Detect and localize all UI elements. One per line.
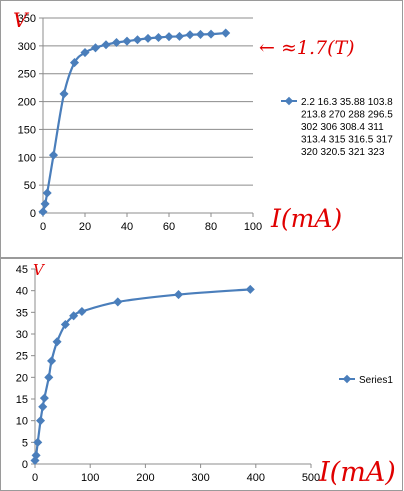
data-point: [80, 48, 90, 58]
y-tick-label: 300: [18, 41, 36, 53]
annotation-y-unit: V: [33, 261, 46, 279]
annotation-right-note: ← ≈1.7(T): [259, 37, 355, 59]
chart-svg-bottom: 0 5 10 15 20 25 30 35 40 45 0 100 200 300 400 500 Series…: [16, 261, 396, 488]
data-point: [101, 40, 111, 50]
data-point: [42, 188, 52, 198]
legend-marker: [342, 374, 352, 384]
x-tick-label: 100: [81, 472, 99, 484]
chart-panel-top: 0 50 100 150 200 250 300 350 0 20 40 60 80 100 2.2 16.…: [0, 0, 403, 258]
y-tick-label: 10: [16, 416, 28, 428]
data-point: [143, 33, 153, 43]
x-tick-label: 100: [244, 221, 262, 233]
y-tick-label: 150: [18, 124, 36, 136]
data-point: [173, 290, 184, 300]
annotation-x-unit: I(mA): [270, 204, 342, 233]
x-tick-label: 60: [163, 221, 175, 233]
data-point: [132, 35, 143, 45]
y-tick-label: 35: [16, 307, 28, 319]
y-tick-label: 0: [30, 208, 36, 220]
data-point: [174, 31, 185, 41]
data-point: [111, 37, 122, 48]
data-point: [40, 199, 50, 209]
data-point: [185, 30, 195, 40]
data-point: [69, 311, 79, 321]
data-point: [195, 29, 206, 39]
legend-label: 320 320.5 321 323: [301, 147, 385, 158]
data-point: [153, 32, 164, 43]
legend-label: 313.4 315 316.5 317: [301, 135, 393, 146]
y-tick-label: 350: [18, 13, 36, 25]
series-line: [33, 288, 251, 461]
chart-svg-top: 0 50 100 150 200 250 300 350 0 20 40 60 80 100 2.2 16.…: [13, 8, 393, 233]
data-point: [90, 43, 101, 53]
y-tick-label: 15: [16, 394, 28, 406]
legend-label: 302 306 308.4 311: [301, 122, 384, 133]
annotation-y-unit: V: [13, 8, 30, 32]
x-tick-label: 0: [40, 221, 46, 233]
data-point: [48, 150, 59, 160]
x-tick-label: 40: [121, 221, 133, 233]
data-point: [206, 29, 216, 39]
data-point: [59, 89, 69, 99]
x-tick-label: 200: [136, 472, 154, 484]
x-tick-label: 0: [32, 472, 38, 484]
data-point: [38, 207, 48, 217]
legend-label: 213.8 270 288 296.5: [301, 110, 393, 121]
data-point: [52, 337, 62, 347]
y-tick-label: 200: [18, 97, 36, 109]
data-point: [245, 284, 255, 294]
data-point: [44, 372, 54, 382]
y-tick-label: 50: [24, 180, 36, 192]
data-point: [164, 32, 174, 42]
data-point: [47, 356, 57, 366]
data-point: [113, 297, 123, 307]
x-tick-label: 300: [191, 472, 209, 484]
data-point: [38, 402, 48, 412]
x-tick-label: 80: [205, 221, 217, 233]
y-tick-label: 45: [16, 264, 28, 276]
y-tick-label: 40: [16, 286, 28, 298]
y-tick-label: 30: [16, 329, 28, 341]
legend-marker: [284, 96, 294, 106]
data-point: [122, 36, 132, 46]
chart-panel-bottom: 0 5 10 15 20 25 30 35 40 45 0 100 200 300 400 500 Series…: [0, 258, 403, 491]
x-tick-label: 400: [247, 472, 265, 484]
y-tick-label: 25: [16, 351, 28, 363]
data-point: [39, 393, 49, 403]
data-point: [221, 28, 231, 38]
annotation-x-unit: I(mA): [318, 457, 396, 488]
x-tick-label: 20: [79, 221, 91, 233]
y-tick-label: 100: [18, 152, 36, 164]
y-tick-label: 0: [22, 459, 28, 471]
y-tick-label: 5: [22, 437, 28, 449]
legend-label: Series1: [359, 375, 393, 386]
legend-label: 2.2 16.3 35.88 103.8: [301, 97, 393, 108]
data-point: [69, 58, 80, 68]
y-tick-label: 20: [16, 372, 28, 384]
data-point: [35, 416, 46, 426]
x-tick-label: 500: [302, 472, 320, 484]
y-tick-label: 250: [18, 69, 36, 81]
data-point: [77, 306, 87, 316]
